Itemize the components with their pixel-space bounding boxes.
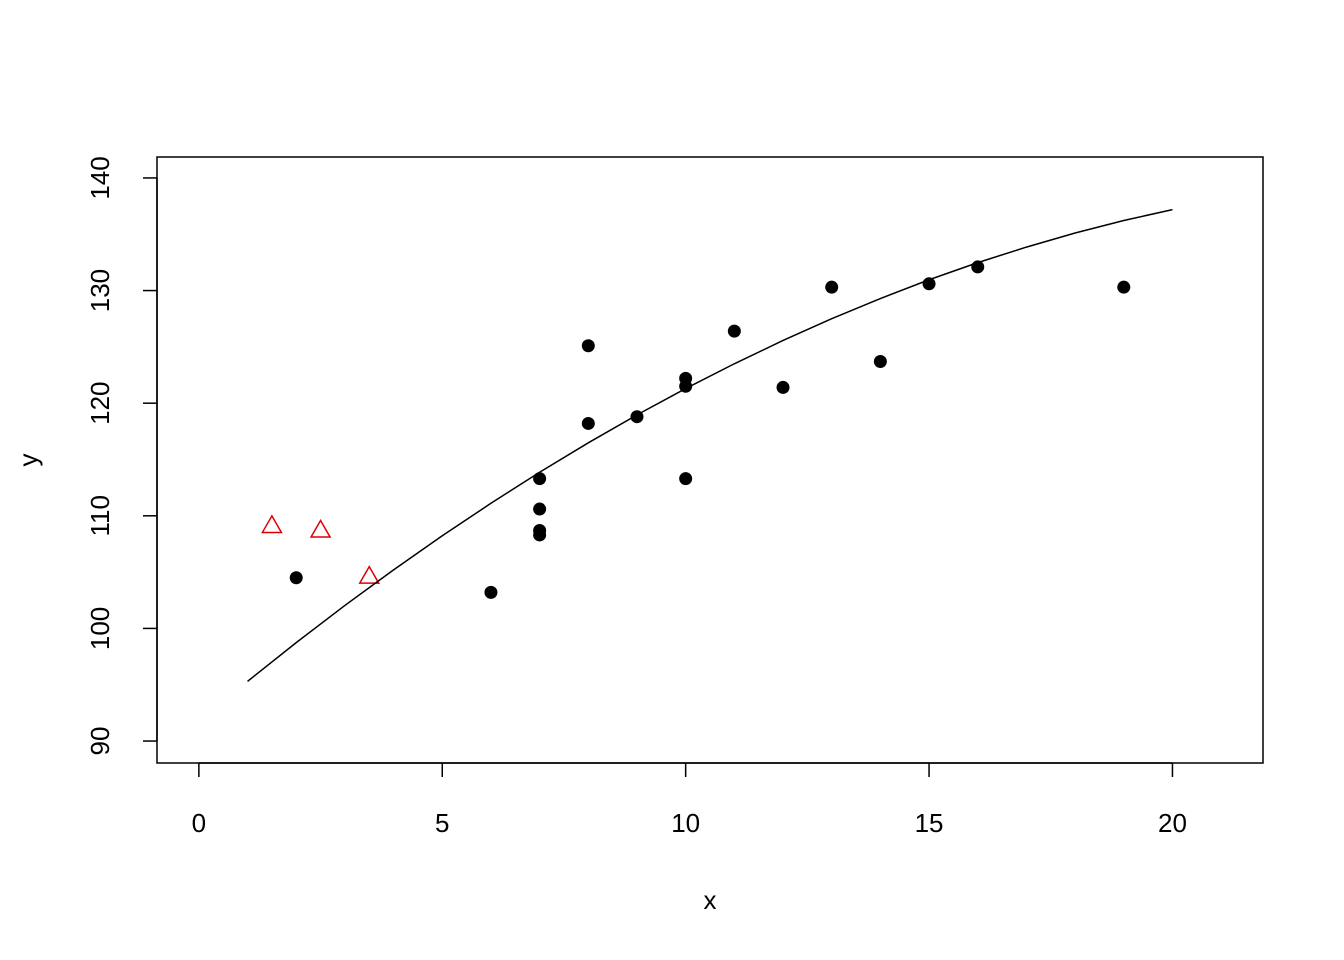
point [484,585,498,599]
point [581,339,595,353]
y-tick-label: 120 [85,381,115,424]
x-tick-label: 0 [192,808,206,838]
point [533,528,547,542]
y-tick-label: 140 [85,156,115,199]
point [533,502,547,516]
x-tick-label: 5 [435,808,449,838]
point [309,518,332,538]
y-tick-label: 110 [85,495,115,536]
fitted-curve [247,208,1173,682]
point [1117,280,1131,294]
point [289,571,303,585]
point [261,514,283,534]
point [776,380,790,394]
x-tick-label: 20 [1158,808,1187,838]
y-tick-label: 90 [85,727,115,756]
point [581,416,595,430]
point [727,324,741,338]
point [533,472,547,486]
point [873,355,887,369]
x-tick-label: 10 [671,808,700,838]
point [825,280,839,294]
point [358,565,381,584]
y-tick-label: 100 [85,607,115,650]
x-tick-label: 15 [915,808,944,838]
point [679,472,693,486]
y-tick-label: 130 [85,269,115,312]
plot-box [156,156,1264,764]
x-axis-label: x [704,885,717,915]
y-axis-label: y [13,454,43,467]
